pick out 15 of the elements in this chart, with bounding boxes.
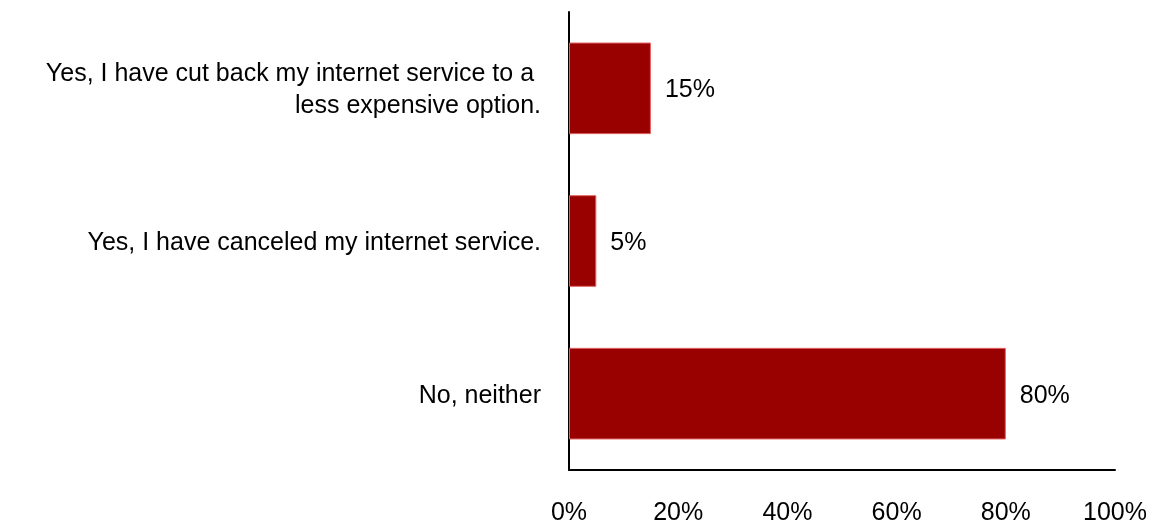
- x-tick-label: 0%: [550, 496, 588, 525]
- y-tick-label: No, neither: [418, 379, 541, 408]
- data-label: 15%: [664, 74, 715, 103]
- bar: [569, 42, 651, 135]
- y-tick-label: Yes, I have canceled my internet service.: [87, 227, 541, 255]
- x-tick-label: 40%: [762, 496, 813, 525]
- data-label: 80%: [1019, 379, 1070, 408]
- bar: [569, 347, 1006, 440]
- x-tick-label: 20%: [653, 496, 704, 525]
- y-tick-label: Yes, I have cut back my internet service to a less expensive option.: [45, 58, 541, 119]
- x-tick-label: 80%: [980, 496, 1031, 525]
- data-label: 5%: [610, 227, 647, 255]
- bar: [569, 195, 597, 287]
- x-tick-label: 100%: [1083, 496, 1147, 525]
- x-tick-label: 60%: [871, 496, 922, 525]
